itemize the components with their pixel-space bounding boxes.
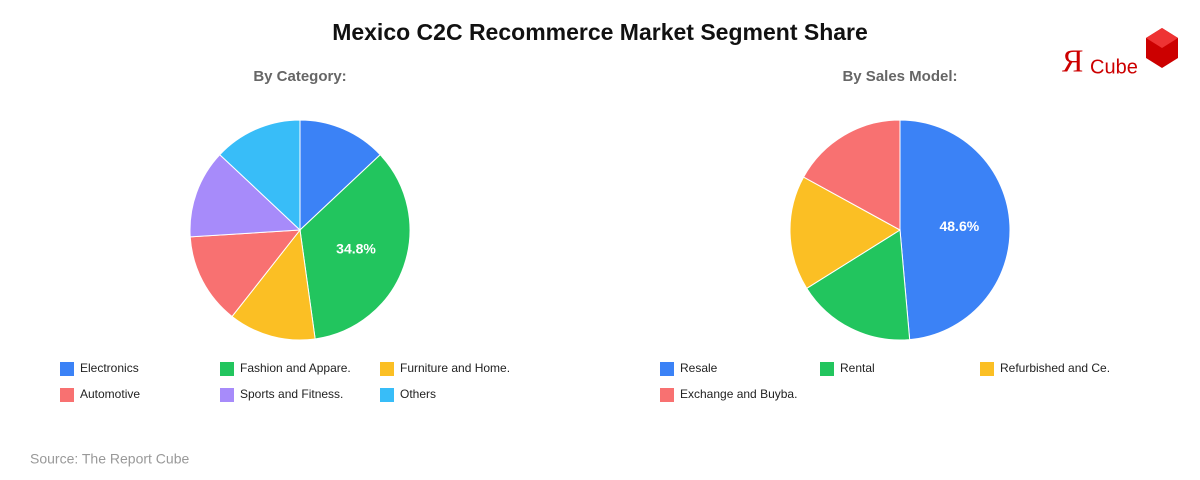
subtitle: By Category: [253,68,346,85]
pie-slice [806,229,911,341]
pie-slice [789,176,901,290]
legend-label: Rental [840,361,875,375]
logo-text: Cube [1090,56,1138,78]
source: Source: The Report Cube [30,451,189,467]
legend-swatch [660,362,674,376]
pie-slice [802,119,901,231]
pie-slice [189,153,302,238]
legend-swatch [60,362,74,376]
legend-swatch [660,388,674,402]
pie-slice [189,229,302,318]
pie-slice [299,119,381,232]
legend-label: Refurbished and Ce. [1000,361,1110,375]
logo: Я Cube [1062,28,1178,78]
value-label: 48.6% [939,218,979,234]
legend-label: Fashion and Appare. [240,361,351,375]
logo-mark: Я [1062,42,1083,78]
legend-label: Automotive [80,387,140,401]
legend-swatch [820,362,834,376]
legend-label: Resale [680,361,718,375]
legend-label: Furniture and Home. [400,361,510,375]
legend-swatch [380,362,394,376]
legend-swatch [220,362,234,376]
legend-swatch [220,388,234,402]
legend-label: Electronics [80,361,139,375]
chart-title: Mexico C2C Recommerce Market Segment Sha… [332,19,868,45]
pie-slice [299,153,411,340]
legend-label: Exchange and Buyba. [680,387,797,401]
legend-swatch [980,362,994,376]
pie-slice [899,119,1011,341]
legend-swatch [380,388,394,402]
pie-slice [231,228,316,341]
pie-slice [219,119,301,232]
subtitle: By Sales Model: [842,68,957,85]
legend-label: Others [400,387,436,401]
value-label: 34.8% [336,240,376,256]
legend-label: Sports and Fitness. [240,387,343,401]
logo-cube-top [1146,28,1178,48]
legend-swatch [60,388,74,402]
